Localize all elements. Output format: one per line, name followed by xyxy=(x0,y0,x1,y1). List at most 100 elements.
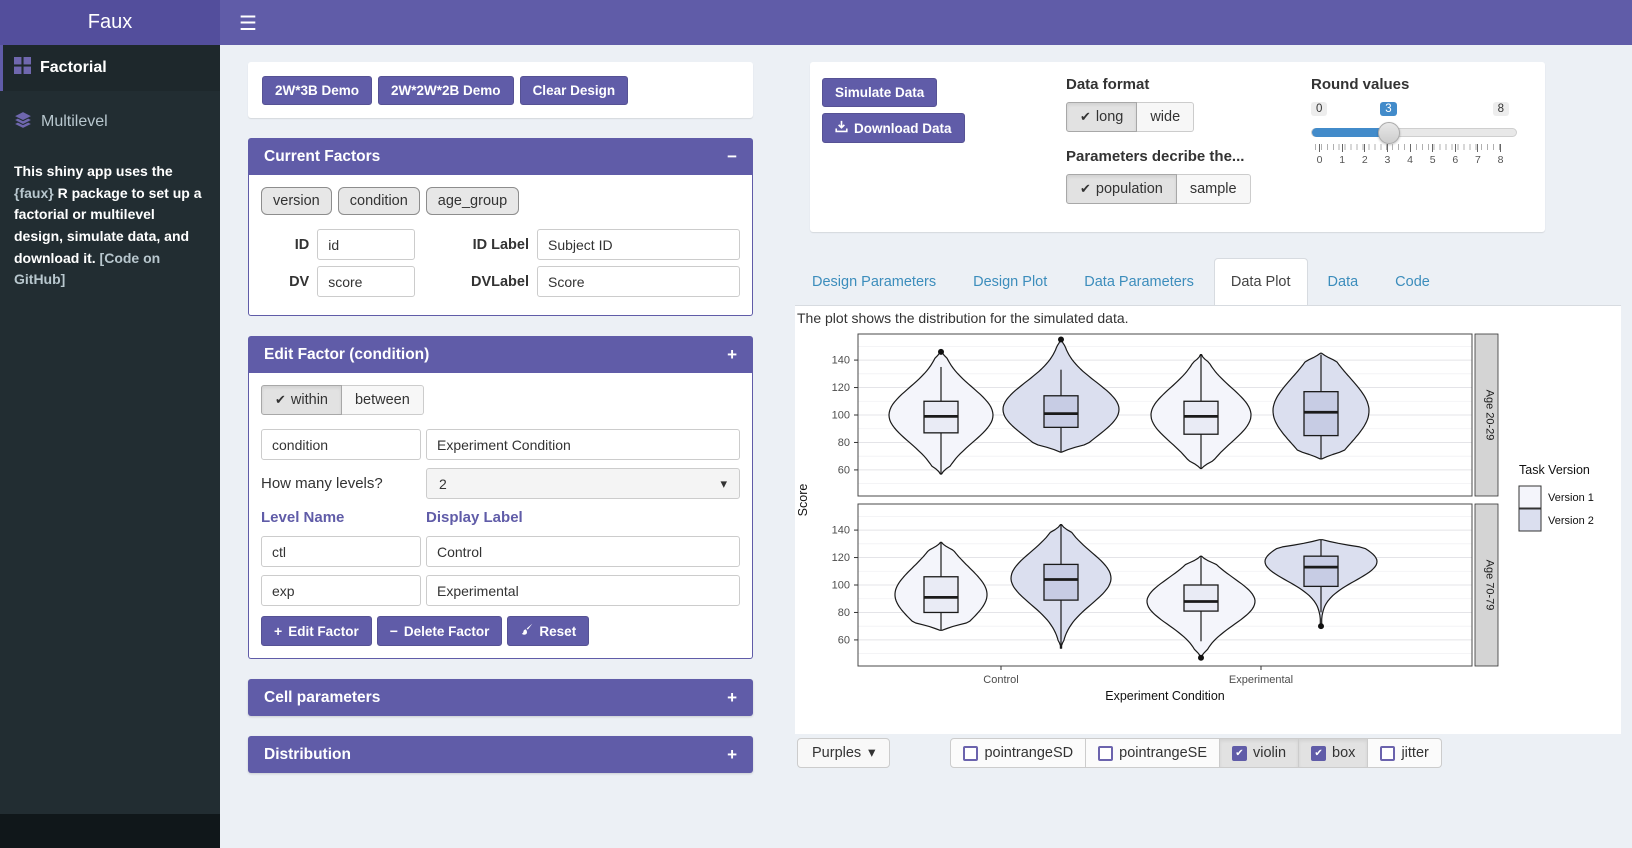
sidebar-item-factorial[interactable]: Factorial xyxy=(0,45,220,91)
parameters-label: Parameters decribe the... xyxy=(1066,148,1245,165)
id-input[interactable] xyxy=(317,229,416,260)
svg-text:Version 2: Version 2 xyxy=(1548,515,1594,527)
sample-toggle[interactable]: sample xyxy=(1176,174,1251,204)
level-label-input[interactable] xyxy=(426,575,740,606)
plot-caption: The plot shows the distribution for the … xyxy=(797,310,1129,326)
demo-2w3b-button[interactable]: 2W*3B Demo xyxy=(262,75,373,105)
edit-factor-header[interactable]: Edit Factor (condition) + xyxy=(248,336,753,373)
tab-design-plot[interactable]: Design Plot xyxy=(973,274,1048,290)
level-name-input[interactable] xyxy=(261,536,421,567)
simulate-data-button[interactable]: Simulate Data xyxy=(822,78,938,107)
checkbox-icon xyxy=(1098,745,1114,761)
tab-design-parameters[interactable]: Design Parameters xyxy=(812,274,937,290)
level-name-input[interactable] xyxy=(261,575,421,606)
dv-label: DV xyxy=(289,273,310,290)
svg-text:80: 80 xyxy=(838,437,850,449)
app-logo: Faux xyxy=(0,0,220,45)
pointrangeSD-checkbox[interactable]: pointrangeSD xyxy=(950,738,1087,768)
checkbox-icon xyxy=(963,745,979,761)
caret-down-icon: ▾ xyxy=(720,475,727,491)
faux-package-link[interactable]: {faux} xyxy=(14,184,54,201)
layers-icon xyxy=(14,111,32,134)
slider-track[interactable] xyxy=(1311,122,1517,144)
collapse-plus-icon[interactable]: + xyxy=(727,744,737,764)
check-icon: ✔ xyxy=(275,392,286,407)
svg-text:120: 120 xyxy=(832,382,850,394)
current-factors-header[interactable]: Current Factors − xyxy=(248,138,753,175)
svg-text:100: 100 xyxy=(832,410,850,422)
data-plot: 60 80 100 120 140 Age 20-29 60 80 100 120 140 Age 7… xyxy=(796,333,1594,703)
factor-chip-version[interactable]: version xyxy=(261,187,332,215)
demo-buttons-card: 2W*3B Demo 2W*2W*2B Demo Clear Design xyxy=(248,62,753,118)
edit-factor-panel: Edit Factor (condition) + ✔ within betwee… xyxy=(248,336,753,659)
distribution-header[interactable]: Distribution + xyxy=(248,736,753,773)
factor-display-input[interactable] xyxy=(426,429,740,460)
between-toggle[interactable]: between xyxy=(341,385,424,415)
sidebar-item-label: Multilevel xyxy=(41,113,108,130)
within-toggle[interactable]: ✔ within xyxy=(261,385,342,415)
dv-label-input[interactable] xyxy=(537,266,740,297)
app-title: Faux xyxy=(87,11,133,33)
jitter-checkbox[interactable]: jitter xyxy=(1368,738,1442,768)
svg-text:80: 80 xyxy=(838,607,850,619)
simulate-controls-card: Simulate Data Download Data Data format … xyxy=(810,62,1545,232)
download-icon xyxy=(835,120,848,136)
dv-label-label: DVLabel xyxy=(470,273,529,290)
format-wide-toggle[interactable]: wide xyxy=(1137,102,1195,132)
dv-input[interactable] xyxy=(317,266,416,297)
tab-code[interactable]: Code xyxy=(1395,274,1430,290)
levels-question: How many levels? xyxy=(261,475,383,492)
palette-dropdown[interactable]: Purples ▾ xyxy=(797,738,891,768)
check-icon: ✔ xyxy=(1080,109,1091,124)
svg-text:Experiment Condition: Experiment Condition xyxy=(1105,689,1225,703)
demo-2w2w2b-button[interactable]: 2W*2W*2B Demo xyxy=(378,75,514,105)
tab-data-parameters[interactable]: Data Parameters xyxy=(1084,274,1194,290)
level-label-input[interactable] xyxy=(426,536,740,567)
svg-text:Age 70-79: Age 70-79 xyxy=(1484,560,1496,611)
svg-text:Age 20-29: Age 20-29 xyxy=(1484,390,1496,441)
tab-data[interactable]: Data xyxy=(1327,274,1359,290)
github-link[interactable]: [Code on GitHub] xyxy=(14,249,161,288)
levels-select[interactable]: 2 ▾ xyxy=(426,468,740,499)
delete-factor-button[interactable]: − Delete Factor xyxy=(376,616,503,646)
factor-name-input[interactable] xyxy=(261,429,421,460)
svg-text:Task Version: Task Version xyxy=(1519,463,1590,477)
data-plot-tab-content: The plot shows the distribution for the … xyxy=(795,306,1621,734)
edit-factor-button[interactable]: + Edit Factor xyxy=(261,616,372,646)
svg-text:140: 140 xyxy=(832,355,850,367)
violin-checkbox[interactable]: ✔ violin xyxy=(1220,738,1300,768)
population-toggle[interactable]: ✔ population xyxy=(1066,174,1177,204)
collapse-plus-icon[interactable]: + xyxy=(727,687,737,707)
checkbox-checked-icon: ✔ xyxy=(1311,745,1327,761)
tab-data-plot[interactable]: Data Plot xyxy=(1213,258,1308,305)
id-label-input[interactable] xyxy=(537,229,740,260)
factor-chip-age-group[interactable]: age_group xyxy=(425,187,520,215)
round-values-label: Round values xyxy=(1311,76,1410,93)
slider-handle[interactable] xyxy=(1377,122,1400,144)
panel-title: Edit Factor (condition) xyxy=(264,345,430,363)
sidebar-footer xyxy=(0,814,220,848)
collapse-plus-icon[interactable]: + xyxy=(727,344,737,364)
sidebar-toggle-icon[interactable]: ☰ xyxy=(239,12,257,35)
reset-button[interactable]: Reset xyxy=(507,616,590,646)
clear-design-button[interactable]: Clear Design xyxy=(519,75,629,105)
sidebar-description: This shiny app uses the {faux} R package… xyxy=(14,163,202,288)
box-checkbox[interactable]: ✔ box xyxy=(1299,738,1369,768)
slider-fill xyxy=(1312,128,1389,137)
checkbox-icon xyxy=(1380,745,1396,761)
factor-chip-condition[interactable]: condition xyxy=(337,187,420,215)
format-long-toggle[interactable]: ✔ long xyxy=(1066,102,1138,132)
display-label-header: Display Label xyxy=(426,509,523,526)
collapse-minus-icon[interactable]: − xyxy=(727,146,737,166)
panel-title: Current Factors xyxy=(264,147,381,165)
top-navbar: ☰ xyxy=(220,0,1632,45)
panel-title: Cell parameters xyxy=(264,688,381,706)
minus-icon: − xyxy=(389,623,398,639)
svg-text:60: 60 xyxy=(838,464,850,476)
download-data-button[interactable]: Download Data xyxy=(822,113,965,143)
sidebar-item-multilevel[interactable]: Multilevel xyxy=(0,99,220,145)
cell-parameters-header[interactable]: Cell parameters + xyxy=(248,679,753,716)
pointrangeSE-checkbox[interactable]: pointrangeSE xyxy=(1086,738,1220,768)
